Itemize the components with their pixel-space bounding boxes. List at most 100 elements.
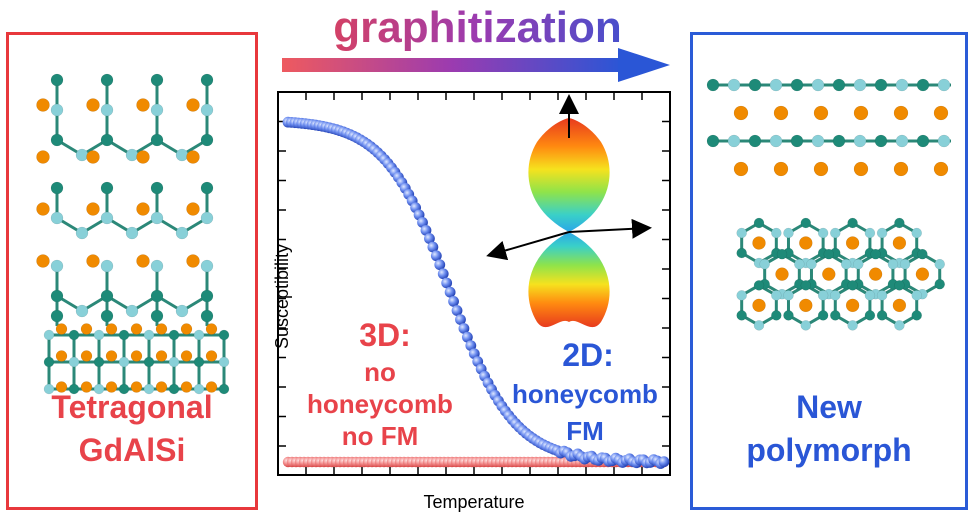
al-atom xyxy=(150,211,164,225)
gd-atom xyxy=(36,254,50,268)
gd-atom xyxy=(55,381,68,393)
gd-atom xyxy=(893,105,909,121)
si-atom xyxy=(100,259,114,273)
layer-atom xyxy=(853,78,867,92)
gd-atom xyxy=(799,236,813,250)
point-2d xyxy=(424,233,435,244)
honeycomb-atom xyxy=(870,248,881,260)
gd-atom xyxy=(799,298,813,313)
si-atom xyxy=(75,226,89,240)
honeycomb-atom xyxy=(911,290,922,301)
gd-atom xyxy=(86,254,100,268)
si-atom xyxy=(150,181,164,195)
si-atom xyxy=(125,148,139,162)
gd-atom xyxy=(773,161,789,177)
layer-atom xyxy=(769,78,783,92)
annotation-3d-no: no xyxy=(364,357,396,387)
layer-atom xyxy=(874,134,888,148)
axis-ticks xyxy=(278,92,670,475)
al-atom xyxy=(200,73,214,87)
honeycomb-atom xyxy=(830,227,841,239)
al-atom xyxy=(100,289,114,303)
al-atom xyxy=(50,289,64,303)
honeycomb-atom xyxy=(771,310,782,321)
honeycomb-atom xyxy=(840,258,852,270)
gd-atom xyxy=(86,98,100,112)
honeycomb-atom xyxy=(853,258,864,270)
annotation-2d-fm: FM xyxy=(566,416,604,446)
honeycomb-atom xyxy=(876,290,888,301)
annotation-2d-heading: 2D: xyxy=(562,337,614,373)
honeycomb-atom xyxy=(830,290,841,301)
polymorph-structure-image xyxy=(706,78,951,331)
al-atom xyxy=(200,309,214,323)
honeycomb-atom xyxy=(736,247,747,259)
process-label: graphitization xyxy=(280,2,675,54)
point-2d xyxy=(461,331,473,343)
si-atom xyxy=(50,103,64,117)
x-axis-label: Temperature xyxy=(423,492,524,512)
gd-atom xyxy=(205,323,218,335)
gd-atom xyxy=(80,381,93,393)
al-atom xyxy=(200,289,214,303)
gd-atom xyxy=(822,267,836,281)
honeycomb-atom xyxy=(847,280,858,291)
si-atom xyxy=(200,259,214,273)
si-atom xyxy=(150,259,164,273)
gd-atom xyxy=(186,202,200,216)
tetragonal-panel: Tetragonal GdAlSi xyxy=(6,32,258,510)
layer-atom xyxy=(832,134,846,148)
si-atom xyxy=(100,181,114,195)
annotation-2d-honeycomb: honeycomb xyxy=(512,379,658,409)
lattice-atom xyxy=(168,356,180,368)
si-atom xyxy=(100,103,114,117)
lattice-atom xyxy=(218,329,230,341)
si-atom xyxy=(75,148,89,162)
honeycomb-atom xyxy=(830,310,841,321)
layer-atom xyxy=(811,134,825,148)
lattice-atom xyxy=(118,356,130,368)
honeycomb-atom xyxy=(783,227,794,239)
honeycomb-atom xyxy=(800,217,812,229)
gd-atom xyxy=(813,161,829,177)
layer-atom xyxy=(727,134,741,148)
lattice-atom xyxy=(68,329,80,341)
point-2d xyxy=(448,296,459,307)
honeycomb-atom xyxy=(753,320,765,331)
al-atom xyxy=(100,73,114,87)
gd-atom xyxy=(205,350,218,362)
honeycomb-atom xyxy=(817,227,829,239)
point-2d xyxy=(465,340,477,351)
gd-atom xyxy=(186,98,200,112)
susceptibility-chart: Susceptibility Temperature 3D: no honeyc… xyxy=(272,90,677,525)
point-2d xyxy=(441,277,453,289)
layer-atom xyxy=(895,78,909,92)
honeycomb-atom xyxy=(817,290,829,301)
tetragonal-structure-image xyxy=(36,73,230,395)
honeycomb-atom xyxy=(911,227,922,239)
honeycomb-atom xyxy=(753,217,765,229)
honeycomb-atom xyxy=(911,310,922,321)
honeycomb-atom xyxy=(771,290,782,301)
gd-atom xyxy=(752,298,766,313)
gd-atom xyxy=(868,267,883,281)
honeycomb-atom xyxy=(783,310,794,321)
graphitization-arrow: graphitization xyxy=(280,0,675,90)
gd-atom xyxy=(155,350,168,362)
annotation-3d-honeycomb: honeycomb xyxy=(307,389,453,419)
point-2d xyxy=(658,456,670,468)
al-atom xyxy=(50,211,64,225)
lattice-atom xyxy=(193,383,205,395)
si-atom xyxy=(175,148,189,162)
gd-atom xyxy=(752,236,766,250)
point-2d xyxy=(430,250,442,262)
honeycomb-atom xyxy=(894,217,905,229)
point-2d xyxy=(420,224,432,236)
lattice-atom xyxy=(68,383,80,395)
gd-atom xyxy=(155,323,168,335)
si-atom xyxy=(125,304,139,318)
gd-atom xyxy=(130,323,143,335)
polymorph-panel: New polymorph xyxy=(690,32,968,510)
gd-atom xyxy=(845,298,860,313)
gd-atom xyxy=(55,350,68,362)
